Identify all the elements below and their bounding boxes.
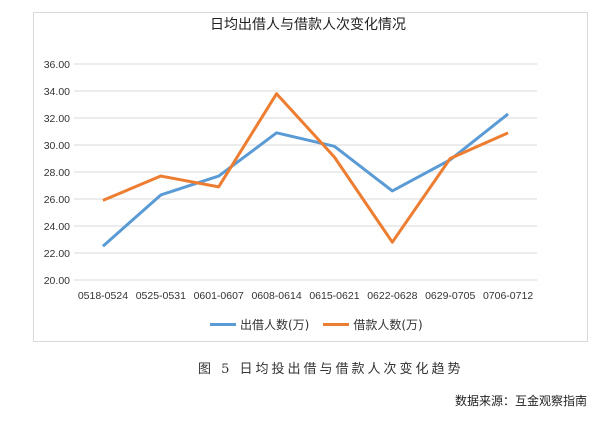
legend-swatch (323, 323, 350, 326)
legend-label: 借款人数(万) (353, 318, 423, 332)
y-tick-label: 26.00 (44, 194, 70, 206)
x-tick-label: 0629-0705 (425, 290, 475, 302)
x-tick-label: 0706-0712 (483, 290, 533, 302)
x-tick-label: 0615-0621 (309, 290, 359, 302)
legend-label: 出借人数(万) (240, 318, 310, 332)
x-tick-label: 0525-0531 (136, 290, 186, 302)
chart-frame (33, 12, 588, 342)
y-tick-label: 30.00 (44, 140, 70, 152)
y-tick-label: 24.00 (44, 221, 70, 233)
series-line-0 (101, 112, 509, 248)
y-tick-label: 34.00 (44, 86, 70, 98)
y-tick-label: 32.00 (44, 113, 70, 125)
y-tick-label: 22.00 (44, 248, 70, 260)
legend: 出借人数(万) 借款人数(万) (210, 316, 423, 333)
x-tick-label: 0601-0607 (194, 290, 244, 302)
y-tick-label: 20.00 (44, 275, 70, 287)
legend-swatch (210, 323, 236, 326)
figure-caption: 图 5 日均投出借与借款人次变化趋势 (198, 362, 464, 377)
x-tick-label: 0622-0628 (367, 290, 417, 302)
source-note: 数据来源：互金观察指南 (455, 394, 588, 408)
x-tick-label: 0518-0524 (78, 290, 128, 302)
chart-title: 日均出借人与借款人次变化情况 (210, 17, 406, 33)
y-tick-label: 36.00 (44, 59, 70, 71)
x-tick-label: 0608-0614 (251, 290, 301, 302)
y-tick-label: 28.00 (44, 167, 70, 179)
legend-item: 借款人数(万) (323, 316, 423, 333)
series-line-1 (102, 92, 509, 244)
legend-item: 出借人数(万) (210, 316, 309, 333)
